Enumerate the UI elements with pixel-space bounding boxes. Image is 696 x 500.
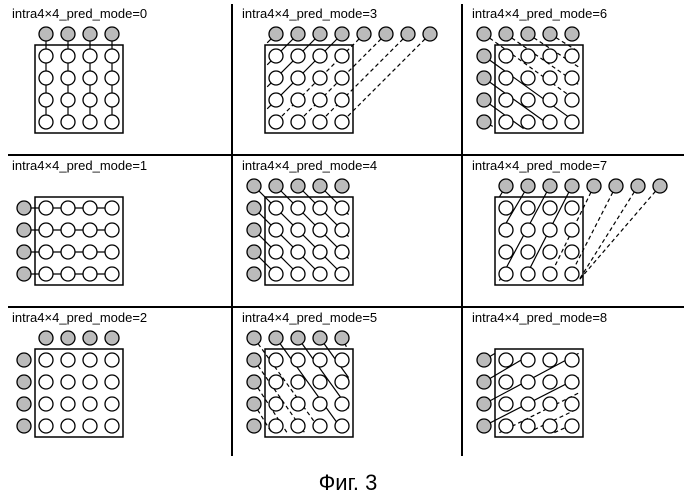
cell-0-drawing: [10, 22, 125, 140]
cell-0-label: intra4×4_pred_mode=0: [12, 6, 147, 21]
cell-7-drawing: [240, 326, 355, 444]
figure-area: intra4×4_pred_mode=0 intra4×4_pred_mode=…: [0, 0, 696, 460]
cell-4: intra4×4_pred_mode=4: [234, 156, 464, 304]
figure-caption: Фиг. 3: [0, 470, 696, 496]
cell-6-drawing: [10, 326, 125, 444]
cell-3: intra4×4_pred_mode=1: [4, 156, 234, 304]
cell-3-label: intra4×4_pred_mode=1: [12, 158, 147, 173]
cell-8-drawing: [470, 326, 585, 444]
cell-1: intra4×4_pred_mode=3: [234, 4, 464, 152]
cell-3-drawing: [10, 174, 125, 292]
cell-1-label: intra4×4_pred_mode=3: [242, 6, 377, 21]
cell-4-drawing: [240, 174, 355, 292]
cell-7: intra4×4_pred_mode=5: [234, 308, 464, 456]
cell-7-label: intra4×4_pred_mode=5: [242, 310, 377, 325]
cell-6: intra4×4_pred_mode=2: [4, 308, 234, 456]
cell-2-label: intra4×4_pred_mode=6: [472, 6, 607, 21]
cell-1-drawing: [240, 22, 443, 140]
cell-4-label: intra4×4_pred_mode=4: [242, 158, 377, 173]
cell-5: intra4×4_pred_mode=7: [464, 156, 694, 304]
cell-8-label: intra4×4_pred_mode=8: [472, 310, 607, 325]
cell-2-drawing: [470, 22, 585, 140]
cell-6-label: intra4×4_pred_mode=2: [12, 310, 147, 325]
cell-5-label: intra4×4_pred_mode=7: [472, 158, 607, 173]
cell-5-drawing: [470, 174, 673, 292]
cell-8: intra4×4_pred_mode=8: [464, 308, 694, 456]
cell-0: intra4×4_pred_mode=0: [4, 4, 234, 152]
cell-2: intra4×4_pred_mode=6: [464, 4, 694, 152]
